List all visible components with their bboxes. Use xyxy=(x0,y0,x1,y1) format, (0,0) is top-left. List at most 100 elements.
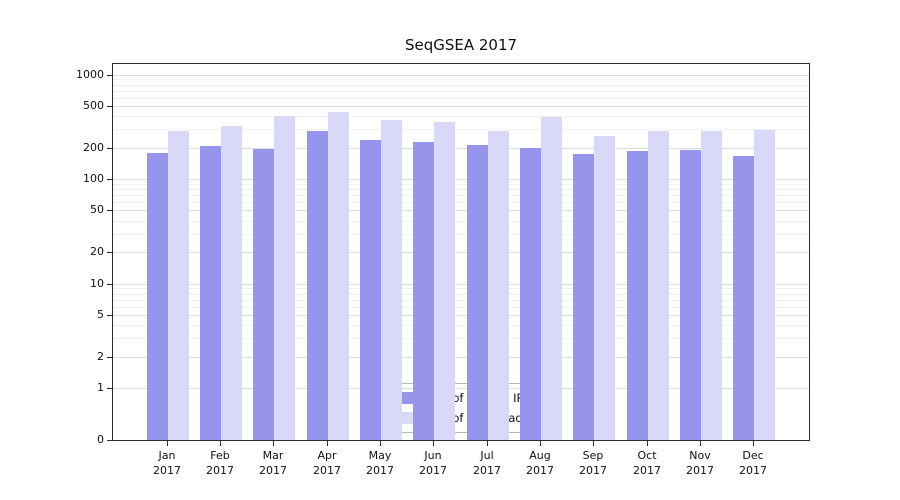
x-tick-mark xyxy=(593,441,594,446)
minor-gridline xyxy=(113,233,809,235)
major-gridline xyxy=(113,314,809,316)
y-tick-mark xyxy=(107,252,112,254)
x-tick-mark xyxy=(380,441,381,446)
bar-distinct-ips-nov xyxy=(680,150,701,440)
major-gridline xyxy=(113,210,809,212)
x-tick-mark xyxy=(753,441,754,446)
x-tick-label-year: 2017 xyxy=(633,464,661,477)
y-tick-label: 200 xyxy=(83,140,104,154)
x-tick-label-month: Dec xyxy=(742,449,764,462)
x-tick-label-year: 2017 xyxy=(313,464,341,477)
x-tick-label-month: Feb xyxy=(210,449,230,462)
y-tick-mark xyxy=(107,179,112,180)
minor-gridline xyxy=(113,220,809,222)
bar-distinct-ips-jan xyxy=(147,153,168,440)
bar-downloads-oct xyxy=(648,131,669,440)
minor-gridline xyxy=(113,79,809,81)
bar-downloads-feb xyxy=(221,126,242,440)
y-tick-label: 1000 xyxy=(76,67,104,81)
x-tick-label-year: 2017 xyxy=(686,464,714,477)
bar-downloads-apr xyxy=(328,112,349,440)
y-tick-mark xyxy=(107,283,112,285)
x-tick-label-year: 2017 xyxy=(419,464,447,477)
minor-gridline xyxy=(113,97,809,99)
major-gridline xyxy=(113,356,809,358)
chart-title: SeqGSEA 2017 xyxy=(404,36,518,54)
y-tick-label: 500 xyxy=(83,98,104,112)
minor-gridline xyxy=(113,116,809,118)
x-tick-mark xyxy=(700,441,701,446)
bar-downloads-aug xyxy=(541,117,562,440)
major-gridline xyxy=(113,252,809,254)
major-gridline xyxy=(113,147,809,149)
bar-downloads-nov xyxy=(701,131,722,440)
minor-gridline xyxy=(113,90,809,92)
x-tick-mark xyxy=(487,441,488,446)
x-tick-mark xyxy=(327,441,328,446)
minor-gridline xyxy=(113,189,809,191)
y-tick-label: 50 xyxy=(90,203,104,217)
minor-gridline xyxy=(113,288,809,290)
x-tick-label-year: 2017 xyxy=(473,464,501,477)
x-tick-label-month: Aug xyxy=(529,449,551,462)
major-gridline xyxy=(113,74,809,76)
bar-downloads-jun xyxy=(434,122,455,440)
x-tick-mark xyxy=(647,441,648,446)
bar-distinct-ips-oct xyxy=(627,151,648,440)
minor-gridline xyxy=(113,202,809,204)
minor-gridline xyxy=(113,195,809,197)
major-gridline xyxy=(113,179,809,180)
bar-distinct-ips-aug xyxy=(520,148,541,440)
x-tick-label-year: 2017 xyxy=(153,464,181,477)
y-tick-mark xyxy=(107,147,112,149)
bar-distinct-ips-dec xyxy=(733,156,754,440)
y-tick-label: 10 xyxy=(90,276,104,290)
x-tick-mark xyxy=(540,441,541,446)
bar-downloads-dec xyxy=(754,130,775,440)
bar-distinct-ips-may xyxy=(360,140,381,440)
x-tick-label-year: 2017 xyxy=(206,464,234,477)
bar-downloads-mar xyxy=(274,116,295,440)
y-tick-mark xyxy=(107,314,112,316)
y-tick-label: 0 xyxy=(97,433,104,446)
legend: Nb of distinct IPs Nb of downloads xyxy=(380,383,542,433)
x-tick-label-month: Mar xyxy=(262,449,284,462)
x-tick-label-month: Nov xyxy=(689,449,711,462)
minor-gridline xyxy=(113,293,809,295)
bar-downloads-sep xyxy=(594,136,615,440)
x-tick-label-month: Jun xyxy=(424,449,442,462)
bar-distinct-ips-apr xyxy=(307,131,328,440)
x-tick-mark xyxy=(433,441,434,446)
plot-area: Nb of distinct IPs Nb of downloads xyxy=(112,63,810,441)
bar-downloads-jan xyxy=(168,131,189,440)
minor-gridline xyxy=(113,129,809,131)
x-tick-label-month: Jul xyxy=(480,449,494,462)
minor-gridline xyxy=(113,338,809,340)
bar-distinct-ips-sep xyxy=(573,154,594,440)
major-gridline xyxy=(113,105,809,107)
major-gridline xyxy=(113,283,809,285)
bar-distinct-ips-jun xyxy=(413,142,434,440)
minor-gridline xyxy=(113,84,809,86)
minor-gridline xyxy=(113,299,809,301)
bar-distinct-ips-feb xyxy=(200,146,221,440)
y-tick-mark xyxy=(107,105,112,107)
major-gridline xyxy=(113,388,809,389)
y-tick-label: 2 xyxy=(97,349,104,363)
bar-distinct-ips-jul xyxy=(467,145,488,440)
x-tick-label-month: Sep xyxy=(582,449,604,462)
x-tick-label-month: Oct xyxy=(637,449,657,462)
x-tick-label-year: 2017 xyxy=(526,464,554,477)
x-tick-label-month: May xyxy=(368,449,392,462)
bar-downloads-jul xyxy=(488,131,509,440)
bar-downloads-may xyxy=(381,120,402,440)
x-tick-label-year: 2017 xyxy=(739,464,767,477)
y-tick-label: 5 xyxy=(97,307,104,321)
x-tick-label-year: 2017 xyxy=(259,464,287,477)
x-tick-mark xyxy=(273,441,274,446)
y-tick-mark xyxy=(107,210,112,212)
y-tick-label: 20 xyxy=(90,245,104,259)
y-tick-mark xyxy=(107,440,112,441)
x-tick-label-year: 2017 xyxy=(579,464,607,477)
